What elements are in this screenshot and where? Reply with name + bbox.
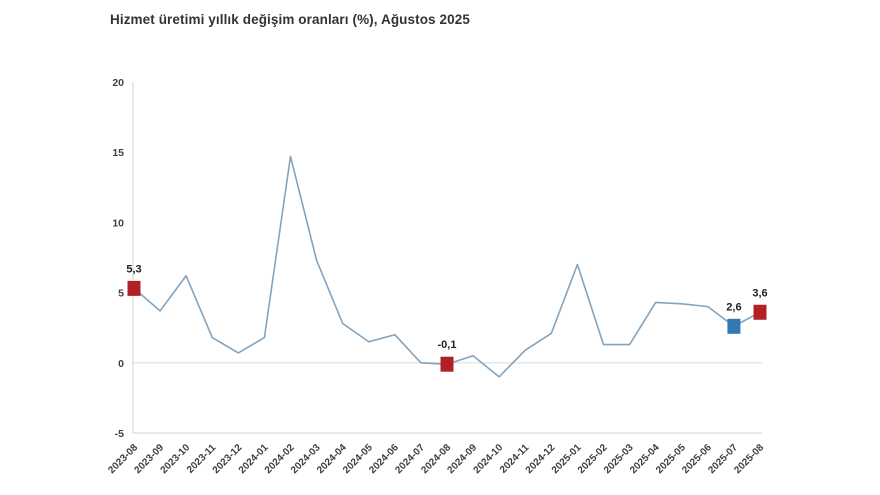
data-marker-2024-08	[440, 356, 454, 372]
data-marker-label-2023-08: 5,3	[126, 263, 141, 275]
y-tick-label: 10	[112, 217, 124, 229]
data-marker-label-2025-07: 2,6	[726, 301, 741, 313]
data-marker-label-2025-08: 3,6	[752, 287, 767, 299]
y-tick-label: 20	[112, 77, 124, 89]
y-tick-label: 0	[118, 358, 124, 370]
y-tick-label: 5	[118, 288, 124, 300]
data-marker-label-2024-08: -0,1	[438, 339, 457, 351]
y-tick-label: 15	[112, 147, 124, 159]
data-marker-2025-08	[753, 304, 767, 320]
chart-title: Hizmet üretimi yıllık değişim oranları (…	[110, 12, 470, 27]
x-tick-label: 2025-08	[732, 442, 766, 476]
y-tick-label: -5	[115, 428, 124, 440]
data-marker-2025-07	[727, 318, 741, 334]
data-marker-2023-08	[127, 280, 141, 296]
